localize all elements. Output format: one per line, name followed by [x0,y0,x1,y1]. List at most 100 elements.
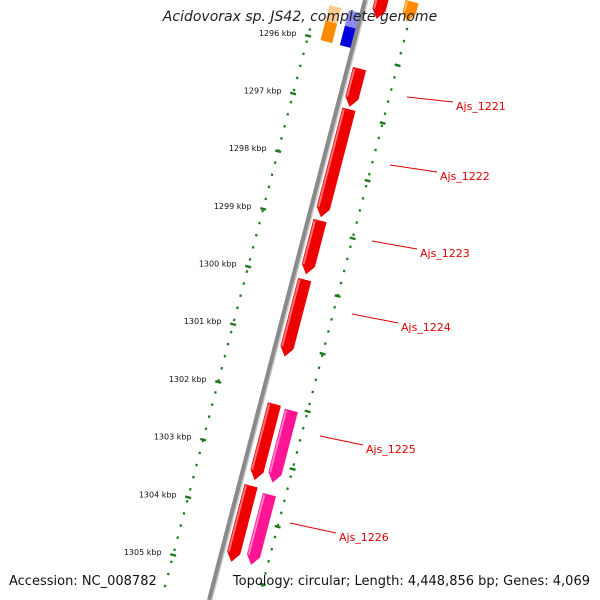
tick-label: 1303 kbp [154,433,192,442]
major-tick-outer [304,409,311,414]
tick-dot [349,245,352,249]
tick-dot [163,584,167,588]
tick-dot [308,28,312,31]
tick-dot [352,233,355,237]
major-tick [199,437,207,442]
gene-arrow-partial [402,0,419,22]
tick-dot [317,366,321,370]
tick-dot [301,426,305,430]
tick-dot [226,342,230,346]
tick-dot [232,318,236,322]
tick-dot [314,378,318,382]
gene-arrow-body [268,408,298,483]
tick-dot [386,100,390,104]
gene-arrow-body [402,0,419,22]
gene-leader-line [371,240,418,250]
tick-dot [295,76,299,80]
tick-dot [298,64,302,68]
tick-dot [176,536,180,540]
tick-dot [261,209,264,213]
gene-arrow-body [301,218,327,275]
gene-label: Ajs_1222 [440,170,490,183]
major-tick [184,495,192,500]
tick-dot [179,524,183,528]
gene-arrow-partial [372,0,389,19]
tick-dot [220,366,224,370]
tick-dot [245,270,249,273]
tick-dot [377,136,381,140]
tick-dot [248,257,252,261]
tick-dot [214,391,217,394]
tick-dot [311,390,315,394]
tick-dot [292,88,296,92]
tick-dot [380,124,384,128]
tick-dot [374,148,377,152]
gene-label: Ajs_1224 [401,321,451,334]
tick-dot [333,305,337,309]
tick-dot [258,221,261,225]
genome-summary: Topology: circular; Length: 4,448,856 bp… [232,574,590,589]
gene-arrow [280,277,312,357]
tick-dot [289,100,293,104]
major-tick [274,149,282,154]
tick-dot [279,511,283,515]
tick-dot [399,51,403,55]
gene-arrow-body [280,277,312,357]
tick-dot [295,450,299,454]
tick-dot [239,294,242,298]
tick-dot [283,124,286,128]
tick-label: 1299 kbp [214,202,252,211]
gene-arrow-highlight [247,494,266,555]
tick-dot [298,438,302,442]
tick-dot [210,403,214,407]
tick-dot [264,197,268,201]
tick-dot [393,75,396,79]
tick-dot [405,27,409,31]
major-tick-outer [364,178,371,183]
tick-dot [367,172,371,176]
tick-dot [355,221,359,225]
major-tick [289,91,297,96]
tick-dot [251,245,255,249]
tick-dot [371,160,374,164]
inner-tick-ring [163,28,312,588]
gene-arrow [250,402,281,481]
tick-dot [264,571,267,575]
major-tick [169,553,177,557]
tick-dot [305,40,309,44]
gene-arrow-highlight [281,279,301,347]
gene-arrow-body [345,66,367,107]
tick-dot [195,463,198,467]
gene-arrow-body [372,0,389,19]
major-tick-outer [349,236,356,241]
tick-label: 1305 kbp [124,548,162,557]
gene-arrow [316,107,356,218]
feature-layer [227,0,419,565]
tick-dot [242,282,246,286]
gene-arrow-highlight [302,220,316,265]
tick-dot [402,39,406,43]
gene-label: Ajs_1225 [366,443,416,456]
tick-dot [342,269,346,273]
major-tick [259,206,267,211]
tick-dot [182,512,186,515]
tick-layer: 1296 kbp 1297 kbp 1298 kbp 1299 kbp 1300 kbp… [124,27,409,588]
tick-dot [173,548,176,552]
major-tick [304,33,312,38]
gene-arrow-highlight [346,68,356,97]
tick-dot [361,196,365,200]
tick-dot [327,330,330,333]
tick-dot [170,560,173,564]
gene-leader-line [389,164,438,173]
backbone-layer [207,0,369,600]
tick-dot [389,88,393,91]
gene-arrow-highlight [227,485,247,552]
gene-label: Ajs_1223 [420,247,470,260]
gene-block-fade [325,5,360,29]
tick-dot [229,330,233,334]
tick-dot [320,354,324,358]
accession-label: Accession: NC_008782 [9,574,157,589]
tick-dot [286,487,289,491]
tick-label: 1296 kbp [259,29,297,38]
